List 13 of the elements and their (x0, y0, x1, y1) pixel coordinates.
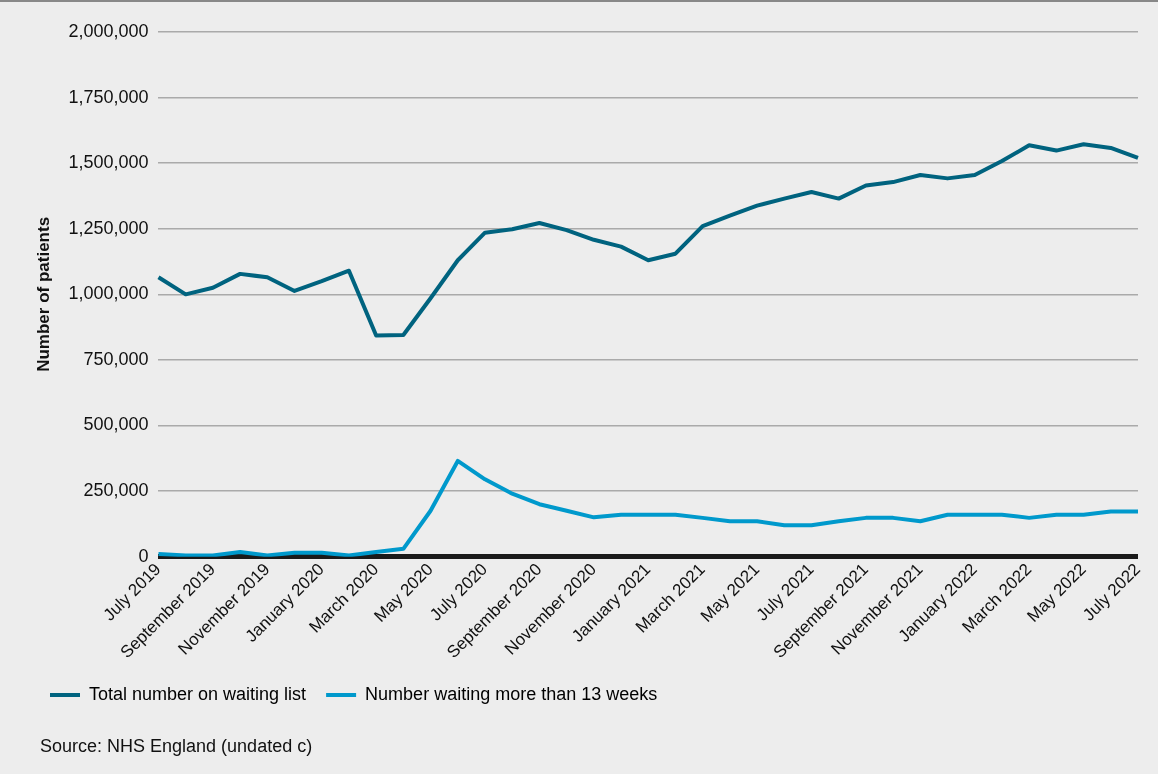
y-tick-label: 1,750,000 (68, 86, 149, 107)
y-tick-label: 750,000 (83, 348, 149, 369)
y-tick-label: 1,250,000 (68, 217, 149, 238)
y-tick-label: 250,000 (83, 480, 149, 501)
source-note: Source: NHS England (undated c) (40, 736, 313, 757)
y-tick-label: 2,000,000 (68, 20, 149, 41)
y-tick-label: 1,000,000 (68, 283, 149, 304)
legend-label: Number waiting more than 13 weeks (365, 683, 658, 704)
y-axis-title: Number of patients (33, 216, 53, 372)
legend-label: Total number on waiting list (89, 683, 307, 704)
y-tick-label: 500,000 (83, 414, 149, 435)
y-tick-label: 0 (138, 545, 149, 566)
y-tick-label: 1,500,000 (68, 152, 149, 173)
